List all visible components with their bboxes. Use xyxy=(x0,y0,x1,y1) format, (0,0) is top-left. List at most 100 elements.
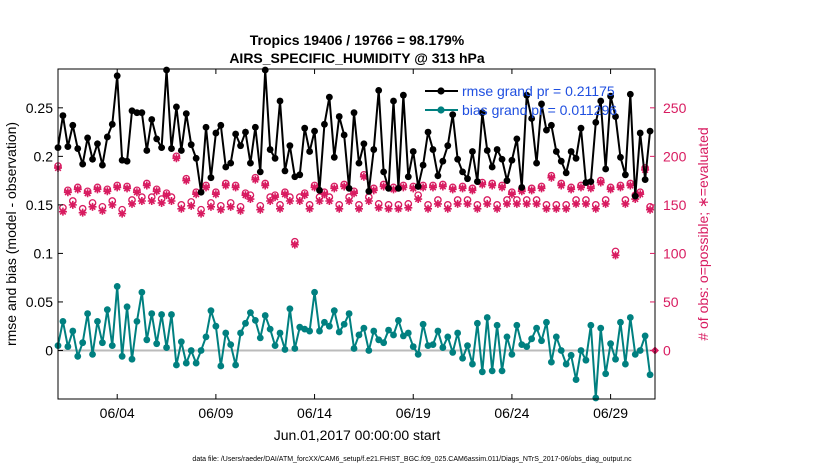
obs-evaluated-point xyxy=(646,205,655,214)
rmse-point xyxy=(483,147,491,154)
bias-point xyxy=(242,319,249,327)
obs-evaluated-point xyxy=(226,202,235,211)
bias-point xyxy=(478,368,486,376)
obs-evaluated-point xyxy=(251,175,260,184)
bias-point xyxy=(227,341,235,349)
rmse-point xyxy=(340,131,348,139)
bias-point xyxy=(469,360,476,368)
rmse-point xyxy=(306,148,314,155)
rmse-point xyxy=(153,135,161,143)
rmse-point xyxy=(113,72,121,80)
obs-evaluated-point xyxy=(73,185,82,194)
obs-evaluated-point xyxy=(182,176,191,185)
obs-evaluated-point xyxy=(152,187,161,196)
obs-evaluated-point xyxy=(315,197,324,205)
obs-evaluated-point xyxy=(123,184,132,193)
obs-evaluated-point xyxy=(162,191,171,200)
bias-series xyxy=(54,283,654,402)
bias-point xyxy=(355,331,363,339)
bias-point xyxy=(513,321,521,329)
bias-point xyxy=(94,317,101,325)
bias-point xyxy=(547,358,555,366)
obs-evaluated-point xyxy=(157,198,166,207)
obs-evaluated-point xyxy=(335,204,344,213)
y-right-tick-label: 100 xyxy=(663,245,687,261)
bias-point xyxy=(350,345,358,352)
bias-point xyxy=(79,339,87,347)
bias-point xyxy=(488,367,496,375)
bias-point xyxy=(291,345,299,352)
bias-point xyxy=(143,336,151,344)
bias-point xyxy=(572,376,580,383)
rmse-point xyxy=(646,127,654,135)
bias-point xyxy=(390,331,397,339)
rmse-point xyxy=(626,90,634,98)
bias-point xyxy=(409,343,417,350)
bias-point xyxy=(74,352,82,360)
rmse-point xyxy=(424,128,432,136)
y-axis-right-label: # of obs: o=possible; ∗=evaluated xyxy=(695,127,711,340)
obs-evaluated-point xyxy=(68,200,77,209)
rmse-point xyxy=(217,121,225,129)
bias-point xyxy=(306,327,314,335)
rmse-series xyxy=(54,66,654,200)
bias-point xyxy=(449,349,457,356)
rmse-point xyxy=(325,93,333,101)
obs-evaluated-point xyxy=(606,185,615,194)
rmse-point xyxy=(473,178,481,185)
rmse-point xyxy=(429,146,437,153)
obs-evaluated-point xyxy=(340,182,349,191)
bias-point xyxy=(419,320,427,328)
rmse-point xyxy=(592,118,600,126)
y-axis-left-label: rmse and bias (model - observation) xyxy=(3,122,19,346)
obs-evaluated-point xyxy=(58,207,67,216)
obs-evaluated-point xyxy=(276,204,285,213)
rmse-point xyxy=(187,141,195,149)
bias-point xyxy=(232,361,240,369)
rmse-point xyxy=(607,92,614,100)
rmse-point xyxy=(335,113,343,120)
obs-evaluated-point xyxy=(256,205,265,214)
bias-point xyxy=(108,342,116,350)
rmse-point xyxy=(552,148,560,155)
y-right-tick-label: 150 xyxy=(663,197,687,213)
rmse-point xyxy=(493,146,501,153)
obs-evaluated-point xyxy=(128,199,137,208)
bias-point xyxy=(128,355,136,363)
obs-evaluated-point xyxy=(280,190,289,199)
x-axis: 06/04 06/09 06/14 06/19 06/24 06/29 xyxy=(100,69,628,421)
obs-evaluated-point xyxy=(453,199,462,208)
y-right-tick-label: 200 xyxy=(663,148,687,164)
rmse-point xyxy=(69,121,77,129)
rmse-point xyxy=(577,124,585,132)
bias-point xyxy=(454,329,462,337)
rmse-point xyxy=(301,124,309,132)
obs-evaluated-point xyxy=(305,204,314,213)
obs-evaluated-point xyxy=(488,181,497,190)
rmse-point xyxy=(296,171,304,179)
bias-point xyxy=(429,341,437,349)
obs-evaluated-point xyxy=(502,199,511,208)
x-tick-label: 06/24 xyxy=(494,405,529,421)
obs-evaluated-point xyxy=(463,199,472,208)
bias-point xyxy=(168,311,175,318)
rmse-point xyxy=(567,148,575,155)
obs-evaluated-point xyxy=(409,184,418,193)
rmse-point xyxy=(538,100,545,108)
footnote: data file: /Users/raeder/DAI/ATM_forcXX/… xyxy=(192,456,632,463)
obs-evaluated-point xyxy=(611,251,620,260)
rmse-point xyxy=(478,109,486,117)
bias-point xyxy=(592,394,600,402)
obs-evaluated-point xyxy=(419,183,428,192)
rmse-point xyxy=(177,147,185,154)
obs-evaluated-point xyxy=(636,190,645,199)
obs-evaluated-point xyxy=(113,183,122,192)
rmse-point xyxy=(64,143,72,151)
rmse-point xyxy=(281,167,289,175)
obs-evaluated-point xyxy=(271,193,280,202)
bias-point xyxy=(251,316,259,324)
y-right-tick-label: 0 xyxy=(663,342,671,358)
bias-point xyxy=(256,334,264,342)
rmse-point xyxy=(173,103,180,111)
obs-evaluated-point xyxy=(231,183,240,192)
